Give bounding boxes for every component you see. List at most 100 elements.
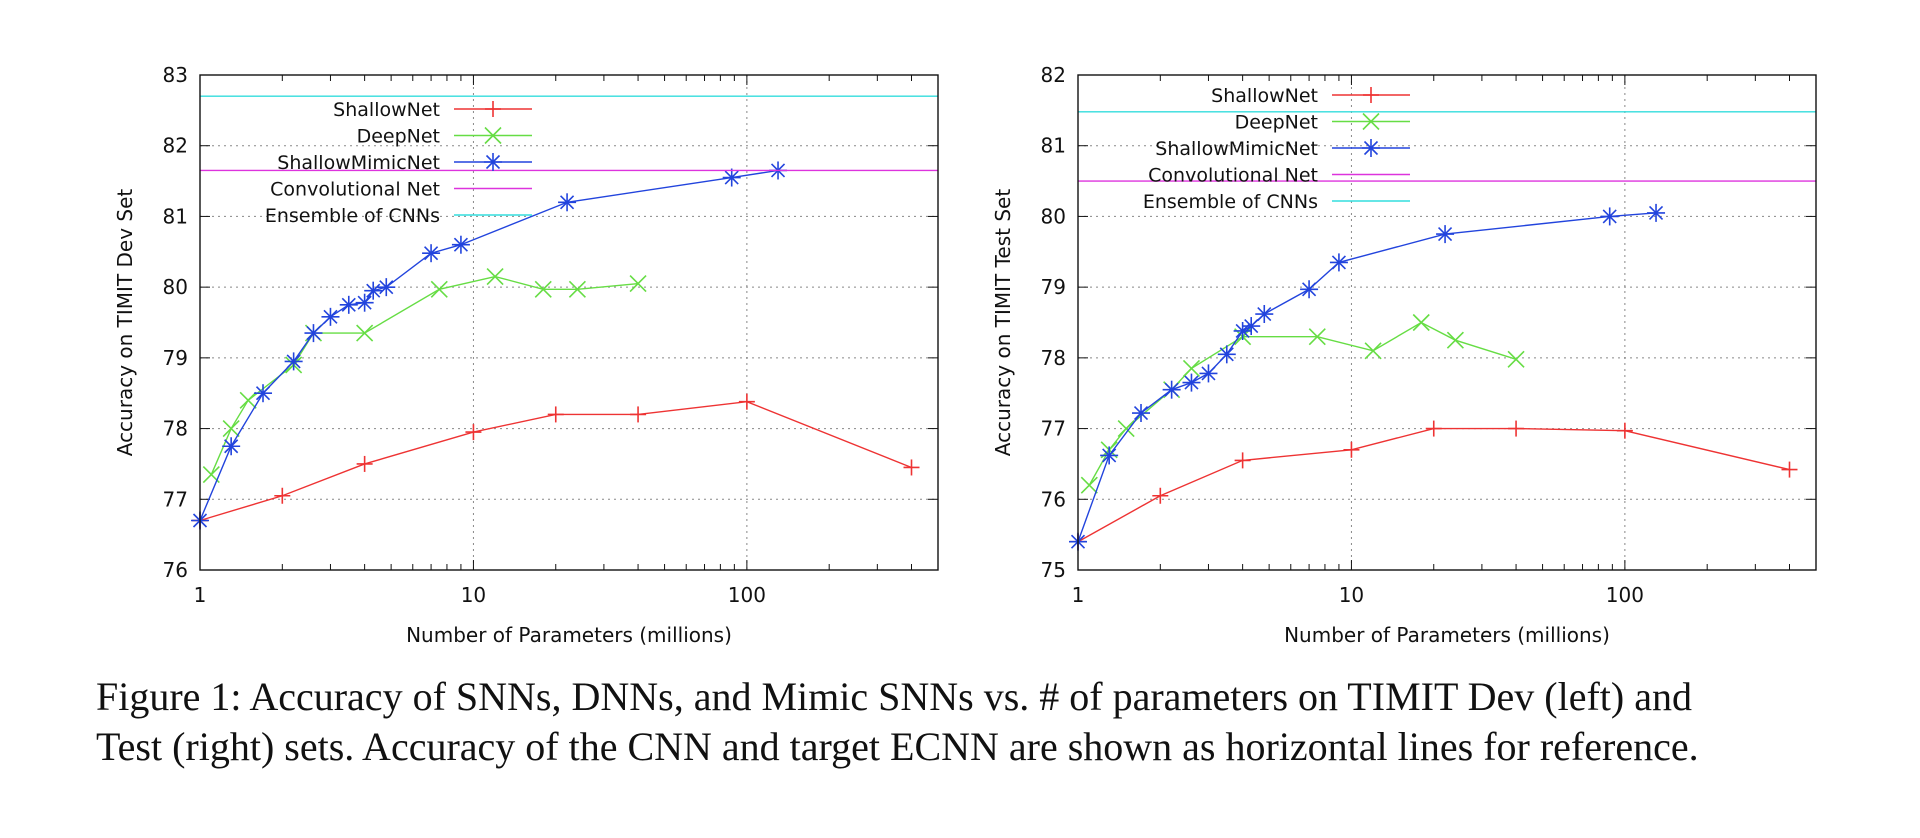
- y-axis-label: Accuracy on TIMIT Dev Set: [113, 189, 137, 457]
- line-deepnet: [210, 275, 639, 475]
- plot-frame: [1077, 74, 1817, 571]
- legend-marker-shallownet: [1363, 87, 1379, 103]
- point-deepnet: [1446, 331, 1464, 349]
- point-deepnet: [1412, 313, 1430, 332]
- figure-caption: Figure 1: Accuracy of SNNs, DNNs, and Mi…: [96, 672, 1876, 772]
- point-shallownet: [738, 393, 755, 410]
- point-deepnet: [1308, 328, 1326, 346]
- point-deepnet: [1507, 350, 1525, 368]
- y-tick-label: 77: [1041, 417, 1066, 441]
- point-deepnet: [222, 420, 240, 438]
- point-deepnet: [629, 275, 647, 293]
- point-shallowmimicnet: [1217, 345, 1236, 364]
- legend-marker-shallownet: [485, 101, 501, 117]
- point-shallowmimicnet: [1436, 225, 1455, 244]
- point-shallowmimicnet: [1233, 321, 1252, 340]
- point-deepnet: [534, 280, 552, 298]
- point-shallowmimicnet: [1300, 280, 1319, 299]
- point-shallowmimicnet: [284, 352, 303, 371]
- point-deepnet: [1182, 359, 1201, 378]
- legend-marker-deepnet: [484, 126, 502, 145]
- point-shallowmimicnet: [377, 278, 396, 297]
- y-tick-label: 76: [163, 558, 188, 582]
- x-tick-label: 100: [1606, 583, 1644, 607]
- legend-label-deepnet: DeepNet: [1235, 112, 1318, 134]
- series-shallownet: [192, 393, 920, 529]
- point-shallowmimicnet: [321, 307, 340, 326]
- series-deepnet: [1080, 313, 1525, 494]
- point-shallowmimicnet: [355, 293, 374, 312]
- point-deepnet: [1117, 420, 1135, 438]
- legend-label-convolutional-net: Convolutional Net: [270, 179, 440, 201]
- point-deepnet: [1364, 342, 1382, 360]
- x-tick-label: 1: [194, 583, 207, 607]
- legend-label-shallowmimicnet: ShallowMimicNet: [1155, 138, 1318, 160]
- point-shallowmimicnet: [722, 168, 741, 187]
- point-shallowmimicnet: [1647, 203, 1666, 222]
- chart-dev-set: 76 77 78 79 80 81 82 83 1 10 100 Number of Paramete…: [113, 63, 939, 647]
- point-shallowmimicnet: [254, 384, 273, 403]
- point-deepnet: [568, 280, 586, 298]
- point-shallowmimicnet: [558, 193, 577, 212]
- series-shallowmimicnet: [1069, 203, 1666, 551]
- y-tick-label: 79: [1041, 275, 1066, 299]
- series-shallownet: [1070, 420, 1798, 550]
- point-shallownet: [1234, 452, 1251, 469]
- point-shallowmimicnet: [1100, 446, 1119, 465]
- caption-line-2: Test (right) sets. Accuracy of the CNN a…: [96, 724, 1699, 769]
- point-deepnet: [1080, 476, 1098, 494]
- legend-label-deepnet: DeepNet: [357, 126, 440, 148]
- x-tick-label: 100: [728, 583, 766, 607]
- y-tick-label: 82: [163, 134, 188, 158]
- legend-marker-deepnet: [1362, 112, 1380, 131]
- point-shallowmimicnet: [1132, 404, 1151, 423]
- y-tick-label: 77: [163, 487, 188, 511]
- point-shallowmimicnet: [451, 235, 470, 254]
- point-shallowmimicnet: [1242, 317, 1261, 336]
- y-tick-label: 78: [163, 417, 188, 441]
- y-tick-label: 80: [1041, 204, 1066, 228]
- y-axis-label: Accuracy on TIMIT Test Set: [991, 189, 1015, 457]
- point-shallowmimicnet: [1600, 207, 1619, 226]
- legend-marker-shallowmimicnet: [1362, 139, 1380, 157]
- point-deepnet: [239, 391, 257, 409]
- x-tick-label: 1: [1072, 583, 1085, 607]
- point-shallownet: [274, 487, 291, 504]
- y-tick-label: 75: [1041, 558, 1066, 582]
- point-deepnet: [486, 267, 504, 286]
- legend-label-shallownet: ShallowNet: [333, 99, 440, 121]
- y-tick-label: 81: [163, 204, 188, 228]
- y-tick-label: 80: [163, 275, 188, 299]
- plot-frame: [199, 74, 939, 571]
- legend-marker-shallowmimicnet: [484, 153, 502, 171]
- point-shallowmimicnet: [222, 437, 241, 456]
- point-shallownet: [1781, 461, 1798, 478]
- point-shallownet: [1152, 487, 1169, 504]
- legend-label-ensemble-of-cnns: Ensemble of CNNs: [1143, 191, 1318, 213]
- y-tick-label: 83: [163, 63, 188, 87]
- point-shallownet: [356, 455, 373, 472]
- y-tick-label: 78: [1041, 346, 1066, 370]
- x-axis-label: Number of Parameters (millions): [1284, 623, 1610, 647]
- point-shallownet: [630, 406, 647, 423]
- legend: ShallowNet DeepNet ShallowMimicNet Convolut…: [265, 99, 532, 227]
- legend: ShallowNet DeepNet ShallowMimicNet Convolut…: [1143, 85, 1410, 213]
- point-shallowmimicnet: [339, 295, 358, 314]
- point-shallowmimicnet: [1255, 305, 1274, 324]
- point-shallownet: [1343, 441, 1360, 458]
- point-shallowmimicnet: [1182, 373, 1201, 392]
- point-shallownet: [1425, 420, 1442, 437]
- figure-charts: 76 77 78 79 80 81 82 83 1 10 100 Number of Paramete…: [113, 63, 1817, 647]
- x-axis-label: Number of Parameters (millions): [406, 623, 732, 647]
- point-shallowmimicnet: [1162, 380, 1181, 399]
- caption-line-1: Figure 1: Accuracy of SNNs, DNNs, and Mi…: [96, 674, 1692, 719]
- point-shallownet: [1508, 420, 1525, 437]
- point-deepnet: [430, 280, 448, 298]
- legend-label-shallownet: ShallowNet: [1211, 85, 1318, 107]
- y-tick-label: 79: [163, 346, 188, 370]
- legend-label-ensemble-of-cnns: Ensemble of CNNs: [265, 205, 440, 227]
- point-deepnet: [356, 324, 374, 342]
- y-tick-label: 81: [1041, 134, 1066, 158]
- point-shallownet: [465, 424, 482, 441]
- line-shallowmimicnet: [1077, 212, 1657, 542]
